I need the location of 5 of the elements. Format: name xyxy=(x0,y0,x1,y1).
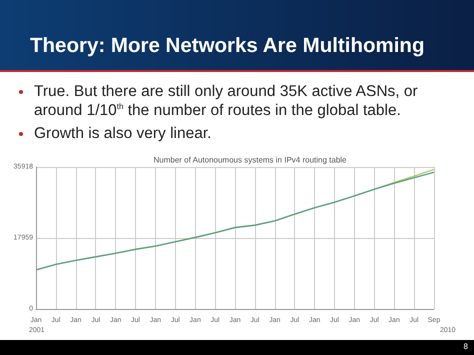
chart-subtitle: Number of Autonoumous systems in IPv4 routing table xyxy=(154,156,348,164)
text: True. But there are still only around 35K active ASNs, or around 1/10$^{th}$ the number of routes in the global table. xyxy=(34,83,418,119)
chart-title: Theory: More Networks Are Multihoming xyxy=(30,34,424,58)
text: Growth is also very linear. xyxy=(34,125,212,142)
text: 8 xyxy=(464,342,468,351)
